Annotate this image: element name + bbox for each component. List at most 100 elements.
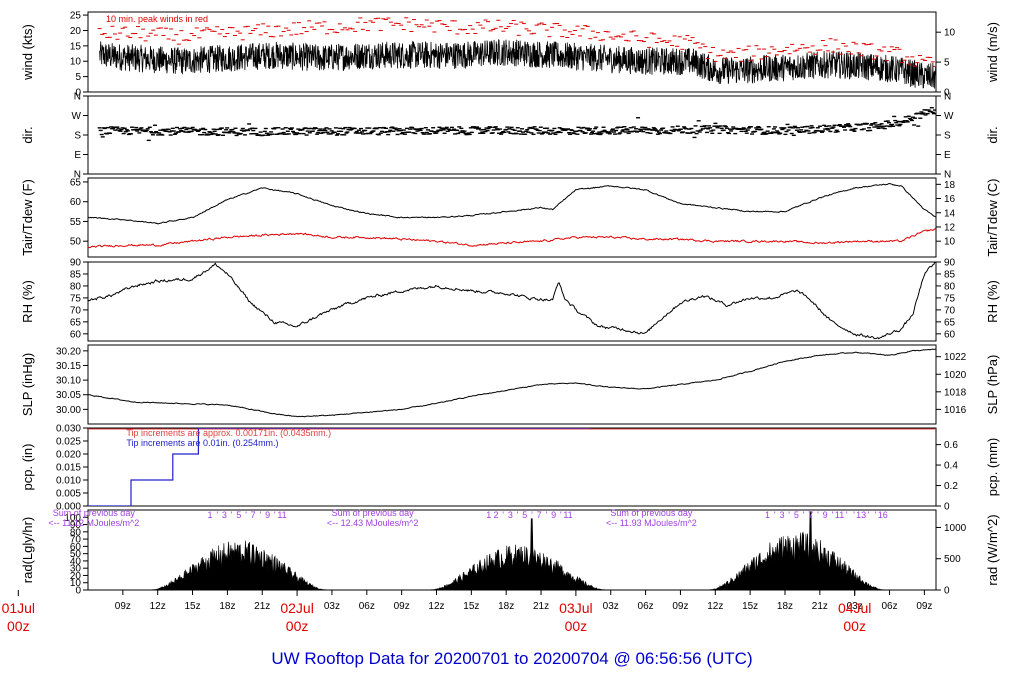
- series-SLP: [88, 348, 936, 418]
- y-tick-label: 15: [70, 41, 82, 52]
- y-tick-label-right: 12: [944, 222, 956, 233]
- y-tick-label: W: [72, 111, 82, 122]
- y-axis-label-right: SLP (hPa): [985, 355, 1000, 415]
- rad-sum-value: <-- 12.43 MJoules/m^2: [327, 518, 419, 528]
- rad-hour-mark: ': [868, 510, 870, 520]
- y-tick-label: 90: [70, 258, 82, 269]
- panel-temp: 50 55 60 65 10 12 14 16 18 Tair/Tdew (F) Tair/Tdew…: [20, 177, 1000, 258]
- x-tick-label: 15z: [463, 601, 479, 612]
- y-tick-label: 30.20: [56, 346, 81, 357]
- y-axis-label: pcp. (in): [20, 444, 35, 491]
- rad-hour-mark: 9: [265, 510, 270, 520]
- y-tick-label: 40: [70, 556, 82, 567]
- x-tick-label: 12z: [150, 601, 166, 612]
- panel-frame: [87, 177, 937, 258]
- series-accumulated-precip: [88, 428, 590, 506]
- y-tick-label-right: 18: [944, 180, 956, 191]
- y-tick-label-right: 16: [944, 194, 956, 205]
- y-tick-label-right: 80: [944, 281, 956, 292]
- rad-hour-mark: ': [274, 510, 276, 520]
- x-tick-label: 06z: [881, 601, 897, 612]
- rad-hour-mark: 1: [765, 510, 770, 520]
- x-axis: 09z 12z 15z 18z 21z 03z 06z 09z 12z 15z 18z 21z 03z 0…: [2, 590, 932, 634]
- y-tick-label: 0.025: [56, 437, 81, 448]
- tip-note: Tip increments are approx. 0.00171in. (0…: [126, 428, 331, 438]
- x-tick-label: 12z: [707, 601, 723, 612]
- rad-hour-mark: ': [560, 510, 562, 520]
- panel-pcp: 0.000 0.005 0.010 0.015 0.020 0.025 0.030 0 0.2 0…: [20, 424, 1000, 513]
- rad-sum-value: <-- 11.93 MJoules/m^2: [606, 518, 697, 528]
- rad-hour-mark: ': [846, 510, 848, 520]
- y-tick-label-right: 0.6: [944, 440, 958, 451]
- y-tick-label: 30.00: [56, 405, 81, 416]
- x-tick-label: 12z: [428, 601, 444, 612]
- y-axis-label: Tair/Tdew (F): [20, 179, 35, 256]
- y-tick-label: 10: [70, 578, 82, 589]
- series-Tair: [88, 182, 936, 225]
- rad-hour-mark: 13: [856, 510, 866, 520]
- rad-hour-mark: 7: [808, 510, 813, 520]
- panel-wind: 0 5 10 15 20 25 0 5 10 wind (kts) wind (m/s) 10 min…: [20, 11, 1000, 99]
- y-tick-label: 50: [70, 549, 82, 560]
- y-tick-label-right: 500: [944, 554, 961, 565]
- x-tick-label: 03z: [603, 601, 619, 612]
- peak-wind-note: 10 min. peak winds in red: [106, 14, 208, 24]
- x-tick-label: 03z: [324, 601, 340, 612]
- y-tick-label: 30.15: [56, 361, 81, 372]
- rad-hour-mark: 5: [522, 510, 527, 520]
- y-tick-label: 30.05: [56, 390, 81, 401]
- day-time-label: 00z: [286, 618, 309, 634]
- rad-hour-mark: ': [788, 510, 790, 520]
- day-label: 02Jul: [280, 600, 313, 616]
- panel-frame: [87, 95, 937, 175]
- y-tick-label-right: 14: [944, 208, 956, 219]
- x-tick-label: 18z: [219, 601, 235, 612]
- y-tick-label: 0.015: [56, 463, 81, 474]
- y-axis-label-right: dir.: [985, 126, 1000, 143]
- day-time-label: 00z: [843, 618, 866, 634]
- y-tick-label-right: 0: [944, 502, 950, 513]
- rad-hour-mark: ': [260, 510, 262, 520]
- y-tick-label-right: 1022: [944, 352, 967, 363]
- y-tick-label: 0.010: [56, 476, 81, 487]
- y-tick-label: 70: [70, 305, 82, 316]
- rad-hour-mark: ': [832, 510, 834, 520]
- panel-frame: [87, 11, 937, 93]
- x-tick-label: 15z: [742, 601, 758, 612]
- radiation-area: [709, 511, 884, 590]
- y-tick-label-right: 5: [944, 58, 950, 69]
- y-tick-label-right: S: [944, 131, 951, 142]
- y-tick-label-right: 10: [944, 237, 956, 248]
- x-tick-label: 18z: [498, 601, 514, 612]
- y-tick-label: 0.030: [56, 424, 81, 435]
- x-tick-label: 21z: [533, 601, 549, 612]
- y-tick-label: 20: [70, 26, 82, 37]
- x-tick-label: 06z: [359, 601, 375, 612]
- y-tick-label-right: 10: [944, 28, 956, 39]
- chart-title: UW Rooftop Data for 20200701 to 20200704…: [271, 649, 753, 668]
- y-axis-label: SLP (inHg): [20, 353, 35, 416]
- rad-hour-mark: ': [245, 510, 247, 520]
- y-tick-label: 25: [70, 11, 82, 22]
- y-tick-label: 0.020: [56, 450, 81, 461]
- y-tick-label: 100: [64, 513, 81, 524]
- rad-hour-mark: 1: [486, 510, 491, 520]
- panel-slp: 30.00 30.05 30.10 30.15 30.20 1016 1018 1020 102…: [20, 344, 1000, 425]
- x-tick-label: 09z: [115, 601, 131, 612]
- radiation-area: [430, 518, 605, 590]
- y-tick-label: 55: [70, 217, 82, 228]
- x-tick-label: 21z: [254, 601, 270, 612]
- y-tick-label: 50: [70, 237, 82, 248]
- y-tick-label-right: 60: [944, 329, 956, 340]
- day-label: 03Jul: [559, 600, 592, 616]
- y-axis-label: dir.: [20, 126, 35, 143]
- y-tick-label-right: 1016: [944, 405, 967, 416]
- y-tick-label: 20: [70, 571, 82, 582]
- y-tick-label-right: 75: [944, 293, 956, 304]
- y-tick-label-right: 1020: [944, 370, 967, 381]
- radiation-area: [151, 540, 327, 590]
- y-tick-label: N: [74, 170, 81, 181]
- panel-frame: [87, 261, 937, 342]
- y-tick-label-right: N: [944, 170, 951, 181]
